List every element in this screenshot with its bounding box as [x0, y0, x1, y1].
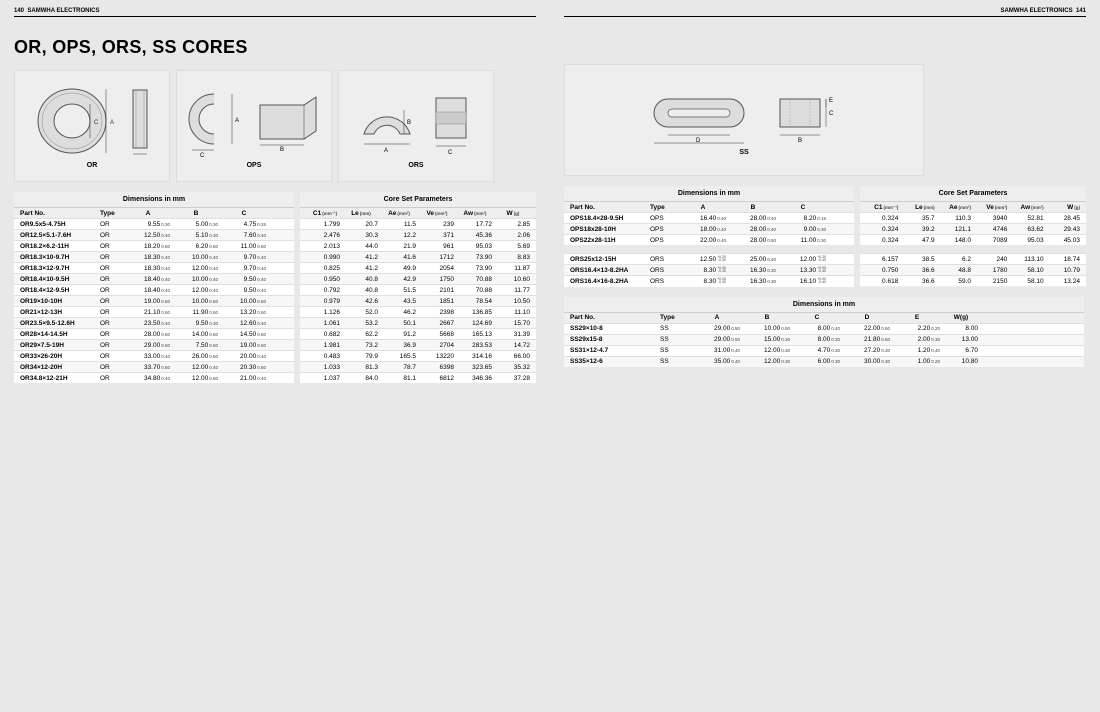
- table-row: OR9.5x5-4.75HOR9.550.305.000.304.750.25: [14, 218, 294, 229]
- table-row: ORS25x12-15HORS12.50+0.20-0.3025.000.401…: [564, 253, 854, 264]
- table-row: OR18.2×6.2-11HOR18.200.506.200.5011.000.…: [14, 240, 294, 251]
- table-row: OR18.4×12-9.5HOR18.400.4012.000.409.500.…: [14, 284, 294, 295]
- table-row: SS31×12-4.7SS31.000.4012.000.304.700.302…: [564, 345, 1084, 356]
- table-row: SS29x15-8SS29.000.5015.000.308.000.3021.…: [564, 334, 1084, 345]
- table-row: OR21×12-13HOR21.100.5011.900.5013.200.50: [14, 306, 294, 317]
- ops-c-icon: A C: [184, 84, 244, 158]
- table-row: OPS22x28-11HOPS22.000.4028.000.5011.000.…: [564, 234, 854, 245]
- ss-side-icon: C E B: [774, 85, 844, 145]
- table-row: 0.82541.249.9205473.9011.87: [300, 262, 536, 273]
- diagram-label: OPS: [247, 162, 262, 169]
- hdr: Ae(mm²): [380, 210, 418, 217]
- table-row: 0.79240.851.5210170.8811.77: [300, 284, 536, 295]
- or-dim-table: Dimensions in mm Part No. Type A B C OR9…: [14, 192, 294, 383]
- or-toroid-icon: C A: [30, 84, 115, 158]
- ops-param-table: Core Set Parameters C1(mm⁻¹) Le(mm) Ae(m…: [860, 186, 1086, 287]
- page-spread: 140 SAMWHA ELECTRONICS OR, OPS, ORS, SS …: [0, 0, 1100, 401]
- svg-text:E: E: [829, 98, 833, 104]
- diagram-row-left: C A B OR: [14, 70, 536, 182]
- title: OR, OPS, ORS, SS CORES: [14, 37, 536, 58]
- table-row: 1.79920.711.523917.722.85: [300, 218, 536, 229]
- or-side-icon: B: [125, 84, 155, 158]
- left-page: 140 SAMWHA ELECTRONICS OR, OPS, ORS, SS …: [0, 0, 550, 401]
- svg-text:C: C: [448, 150, 453, 156]
- ss-top-icon: D A: [644, 85, 764, 145]
- ors-side-icon: C: [428, 84, 478, 158]
- hdr: Aw(mm²): [456, 210, 494, 217]
- svg-text:A: A: [235, 118, 239, 124]
- hdr: Le(mm): [342, 210, 380, 217]
- table-row: OR34.8×12-21HOR34.800.4012.000.5021.000.…: [14, 372, 294, 383]
- diagram-label: OR: [87, 162, 98, 169]
- table-row: OR29×7.5-19HOR29.000.507.500.5019.000.50: [14, 339, 294, 350]
- table-row: 1.03381.378.76398323.6535.32: [300, 361, 536, 372]
- svg-text:A: A: [110, 120, 114, 126]
- ops-ors-group: Dimensions in mm Part No. Type A B C OPS…: [564, 186, 1086, 287]
- diagram-ors: B A C ORS: [338, 70, 494, 182]
- table-row: 1.06153.250.12667124.6915.70: [300, 317, 536, 328]
- or-table-group: Dimensions in mm Part No. Type A B C OR9…: [14, 192, 536, 383]
- table-row: 0.61836.659.0215058.1013.24: [860, 275, 1086, 286]
- table-row: OR23.5×9.5-12.6HOR23.500.409.500.3012.60…: [14, 317, 294, 328]
- table-row: 1.03784.081.16812346.3637.28: [300, 372, 536, 383]
- table-row: 0.95040.842.9175070.8810.60: [300, 273, 536, 284]
- ops-block-icon: B: [254, 91, 324, 151]
- table-row: 0.32447.9148.0708995.0345.03: [860, 234, 1086, 245]
- table-row: 0.32439.2121.1474663.6229.43: [860, 223, 1086, 234]
- table-row: 0.68262.291.25668165.1331.39: [300, 328, 536, 339]
- hdr: Ve(mm³): [418, 210, 456, 217]
- table-row: 1.98173.236.92704283.5314.72: [300, 339, 536, 350]
- table-row: 0.75036.648.8178058.1010.79: [860, 264, 1086, 275]
- svg-text:C: C: [94, 120, 99, 126]
- table-row: OR33×26-20HOR33.000.4026.000.5020.000.40: [14, 350, 294, 361]
- svg-text:B: B: [280, 147, 284, 151]
- table-row: 0.97942.643.5185178.5410.50: [300, 295, 536, 306]
- diagram-label: SS: [739, 149, 748, 156]
- header-pagenum: 140 SAMWHA ELECTRONICS: [14, 8, 99, 14]
- table-row: 0.32435.7110.3394052.8128.45: [860, 212, 1086, 223]
- svg-text:B: B: [798, 138, 802, 144]
- table-row: OR28×14-14.5HOR28.000.5014.000.5014.500.…: [14, 328, 294, 339]
- svg-text:C: C: [200, 153, 205, 158]
- table-row: ORS16.4×16-8.2HAORS8.30+0.00-0.3016.300.…: [564, 275, 854, 286]
- table-row: OPS18.4×28-9.5HOPS16.400.4028.000.408.20…: [564, 212, 854, 223]
- table-row: 0.48379.9165.513220314.1666.00: [300, 350, 536, 361]
- table-row: OR12.5×5.1-7.6HOR12.500.405.100.307.600.…: [14, 229, 294, 240]
- diagram-ss: D A C E B: [564, 64, 924, 176]
- diagram-ops: A C B OPS: [176, 70, 332, 182]
- table-row: ORS16.4×13-8.2HAORS8.30+0.00-0.3016.300.…: [564, 264, 854, 275]
- table-row: OR18.3×12-9.7HOR18.300.4012.000.409.700.…: [14, 262, 294, 273]
- table-row: 0.99041.241.6171273.908.83: [300, 251, 536, 262]
- hdr: C1(mm⁻¹): [304, 210, 342, 217]
- or-param-table: Core Set Parameters C1(mm⁻¹) Le(mm) Ae(m…: [300, 192, 536, 383]
- table-row: 2.01344.021.996195.035.69: [300, 240, 536, 251]
- svg-text:C: C: [829, 111, 834, 117]
- table-row: OPS18x28-10HOPS18.000.4028.000.409.000.3…: [564, 223, 854, 234]
- header-brand-right: SAMWHA ELECTRONICS 141: [1001, 8, 1086, 14]
- ss-table: Dimensions in mm Part No. Type A B C D E…: [564, 297, 1084, 367]
- diagram-or: C A B OR: [14, 70, 170, 182]
- table-row: OR19×10-10HOR19.000.5010.000.5010.000.50: [14, 295, 294, 306]
- svg-text:B: B: [407, 120, 411, 126]
- svg-text:A: A: [384, 148, 388, 154]
- header-left: 140 SAMWHA ELECTRONICS: [14, 8, 536, 17]
- ss-diagram-row: D A C E B: [564, 64, 1086, 176]
- table-row: 6.15738.56.2240113.1018.74: [860, 253, 1086, 264]
- ops-dim-table: Dimensions in mm Part No. Type A B C OPS…: [564, 186, 854, 287]
- ors-halfmoon-icon: B A: [354, 84, 418, 158]
- hdr: W(g): [494, 210, 532, 217]
- header-right: SAMWHA ELECTRONICS 141: [564, 8, 1086, 17]
- diagram-label: ORS: [408, 162, 423, 169]
- table-row: OR18.4×10-9.5HOR18.400.4010.000.409.500.…: [14, 273, 294, 284]
- table-row: 2.47630.312.237145.362.06: [300, 229, 536, 240]
- right-page: SAMWHA ELECTRONICS 141 D A: [550, 0, 1100, 401]
- table-row: SS29×10-8SS29.000.5010.000.508.000.4022.…: [564, 323, 1084, 334]
- table-row: SS35×12-6SS35.000.4012.000.306.000.3030.…: [564, 356, 1084, 367]
- table-row: OR18.3×10-9.7HOR18.300.4010.000.409.700.…: [14, 251, 294, 262]
- table-row: OR34×12-20HOR33.700.5012.000.4020.300.50: [14, 361, 294, 372]
- table-row: 1.12652.046.22398136.8511.10: [300, 306, 536, 317]
